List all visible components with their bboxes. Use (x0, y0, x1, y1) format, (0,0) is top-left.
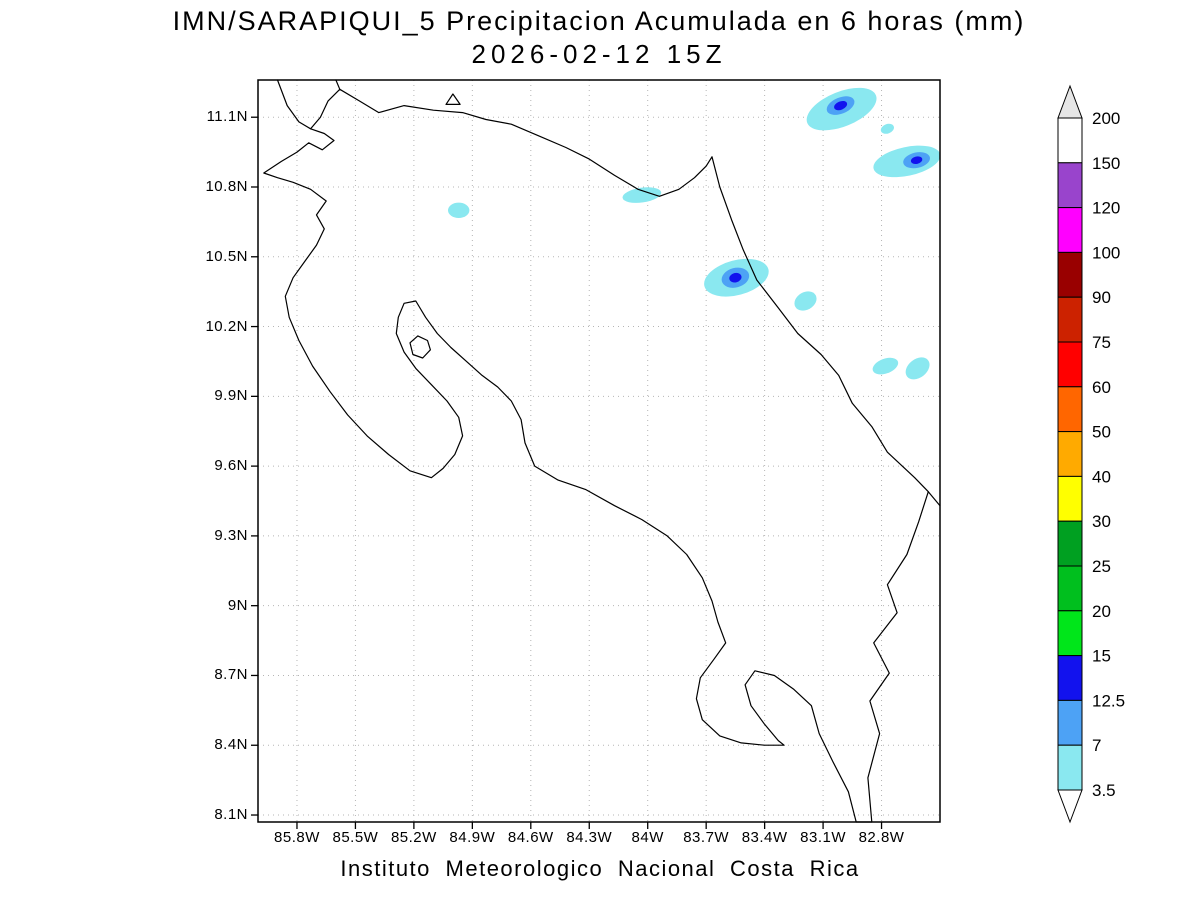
footer-caption: Instituto Meteorologico Nacional Costa R… (340, 856, 860, 881)
colorbar-band (1057, 251, 1083, 298)
colorbar-band (1057, 475, 1083, 522)
colorbar-band (1057, 207, 1083, 253)
colorbar-label: 100 (1092, 243, 1120, 262)
figure-subtitle-datetime: 2026-02-12 15Z (471, 39, 727, 69)
colorbar-label: 90 (1092, 288, 1111, 307)
precip-cell (905, 357, 930, 380)
colorbar-arrow-down (1057, 789, 1083, 824)
figure-title: IMN/SARAPIQUI_5 Precipitacion Acumulada … (172, 6, 1026, 36)
colorbar-label: 150 (1092, 154, 1120, 173)
colorbar-band (1057, 744, 1083, 791)
colorbar-label: 50 (1092, 423, 1111, 442)
nicaragua-pacific-coast-coastline (276, 79, 312, 130)
precip-cell (834, 100, 848, 111)
precip-cell (448, 202, 470, 218)
colorbar-band (1057, 610, 1083, 657)
colorbar-label: 3.5 (1092, 781, 1116, 800)
costa-rica-mainland-coastline (263, 88, 929, 823)
precip-cell (910, 156, 923, 165)
lake-nicaragua-island-coastline (445, 93, 461, 106)
colorbar-band (1057, 431, 1083, 477)
figure-title-block: IMN/SARAPIQUI_5 Precipitacion Acumulada … (99, 6, 1099, 70)
colorbar-label: 75 (1092, 333, 1111, 352)
precip-cell (880, 123, 894, 134)
colorbar-band (1057, 386, 1083, 433)
map-plot-area (251, 79, 941, 829)
colorbar-label: 25 (1092, 557, 1111, 576)
colorbar-band (1057, 655, 1083, 701)
colorbar-label: 120 (1092, 199, 1120, 218)
precip-cell (622, 187, 662, 203)
colorbar-label: 30 (1092, 512, 1111, 531)
colorbar-band (1057, 296, 1083, 343)
precip-cell (729, 272, 742, 283)
colorbar-label: 200 (1092, 109, 1120, 128)
colorbar-label: 12.5 (1092, 691, 1125, 710)
colorbar-label: 40 (1092, 467, 1111, 486)
colorbar-label: 7 (1092, 736, 1101, 755)
panama-caribbean-coast-coastline (927, 491, 941, 507)
colorbar-band (1057, 520, 1083, 567)
colorbar-band (1057, 341, 1083, 388)
precip-cell (872, 357, 899, 375)
chira-island-coastline (409, 335, 431, 359)
colorbar-band (1057, 565, 1083, 612)
plot-frame (257, 79, 941, 823)
colorbar-label: 60 (1092, 378, 1111, 397)
precip-cell (794, 291, 817, 311)
colorbar-band (1057, 162, 1083, 209)
colorbar-arrow-up (1057, 84, 1083, 119)
lake-nicaragua-shore-stub-coastline (335, 79, 341, 90)
colorbar-band (1057, 117, 1083, 164)
colorbar-legend: 200 150 120 100 90 75 60 50 40 30 25 20 15 12.5 7 3.5 (1057, 84, 1125, 824)
colorbar-band (1057, 699, 1083, 746)
colorbar-label: 15 (1092, 647, 1111, 666)
colorbar-label: 20 (1092, 602, 1111, 621)
